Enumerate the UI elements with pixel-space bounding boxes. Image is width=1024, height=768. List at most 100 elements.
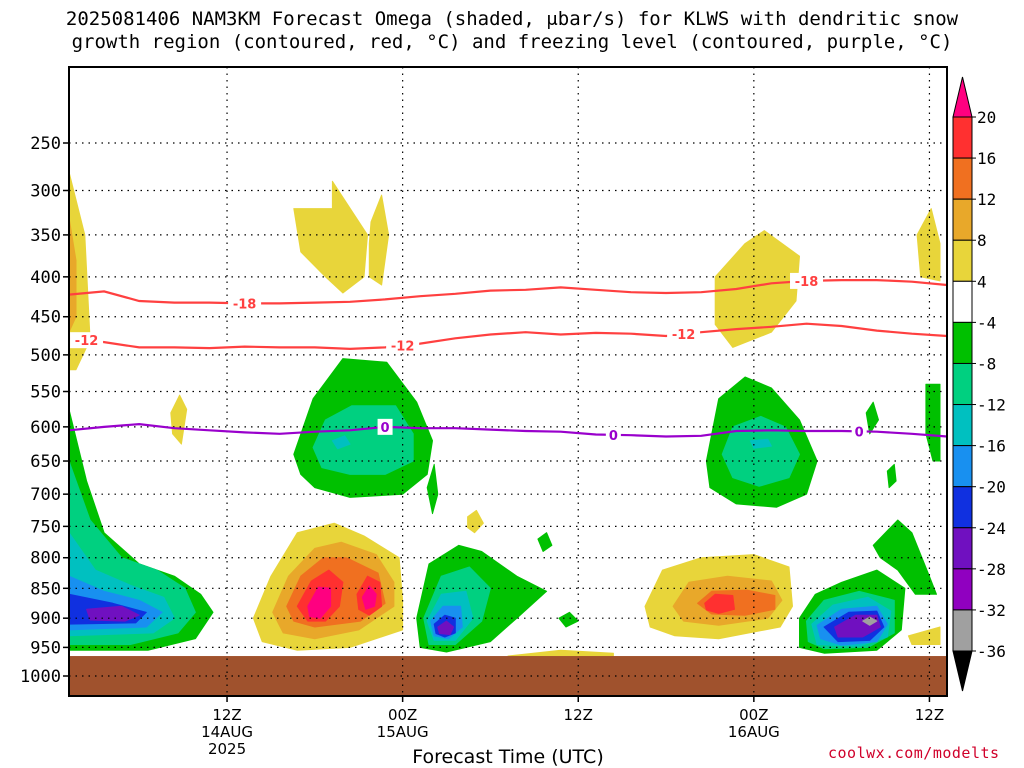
contour-label-bg-1-1 xyxy=(386,337,420,354)
colorbar-label-6: -8 xyxy=(977,354,996,373)
colorbar: 20 16 12 8 4 -4 -8 -12 -16 -20 -24 -28 -32 -36 xyxy=(952,76,1006,692)
omega-region-18 xyxy=(865,401,879,435)
ground-layer xyxy=(69,656,947,696)
colorbar-bottom-arrow xyxy=(952,650,973,692)
colorbar-label-5: -4 xyxy=(977,313,996,332)
y-tick-label-300: 300 xyxy=(30,181,61,201)
omega-region-4 xyxy=(714,230,800,348)
y-tick-label-450: 450 xyxy=(30,308,61,328)
contour-label-bg-1-0 xyxy=(70,332,104,349)
colorbar-box-10 xyxy=(952,527,973,570)
contour-label-bg-2-0 xyxy=(377,418,393,435)
colorbar-label-9: -20 xyxy=(977,478,1006,497)
colorbar-box-5 xyxy=(952,321,973,364)
y-tick-label-600: 600 xyxy=(30,418,61,438)
colorbar-label-10: -24 xyxy=(977,519,1006,538)
x-axis-title-text: Forecast Time (UTC) xyxy=(412,746,604,768)
colorbar-label-0: 20 xyxy=(977,108,996,127)
colorbar-box-7 xyxy=(952,404,973,447)
colorbar-label-12: -32 xyxy=(977,601,1006,620)
colorbar-box-6 xyxy=(952,362,973,406)
colorbar-label-7: -12 xyxy=(977,396,1006,415)
colorbar-box-9 xyxy=(952,486,973,529)
colorbar-label-3: 8 xyxy=(977,231,987,250)
omega-region-33 xyxy=(507,649,614,658)
colorbar-label-8: -16 xyxy=(977,437,1006,456)
y-tick-label-550: 550 xyxy=(30,383,61,403)
colorbar-box-4 xyxy=(952,280,973,323)
grid xyxy=(69,67,947,696)
colorbar-box-2 xyxy=(952,198,973,241)
colorbar-top-arrow xyxy=(952,76,973,118)
y-tick-label-900: 900 xyxy=(30,609,61,629)
omega-region-17 xyxy=(558,611,579,628)
colorbar-label-1: 16 xyxy=(977,149,996,168)
contour-label-1-2: -12 xyxy=(672,328,696,343)
plot-border xyxy=(68,66,948,697)
contour-label-bg-2-1 xyxy=(605,426,621,443)
contours: -18 -18 -12 -12 -12 0 0 0 xyxy=(68,272,948,444)
y-tick-label-850: 850 xyxy=(30,579,61,599)
colorbar-box-0 xyxy=(952,116,973,159)
omega-region-3 xyxy=(368,194,390,286)
x-tick-label-6-1: 14AUG xyxy=(201,723,253,741)
y-tick-label-750: 750 xyxy=(30,517,61,537)
contour-label-2-0: 0 xyxy=(381,421,390,436)
omega-region-52 xyxy=(862,616,878,626)
omega-region-16 xyxy=(537,532,553,552)
x-tick-label-16-0: 00Z xyxy=(388,706,417,724)
contour-label-bg-2-2 xyxy=(851,423,867,440)
omega-region-15 xyxy=(426,463,439,515)
contour-2 xyxy=(68,422,948,438)
contour-1 xyxy=(68,322,948,351)
omega-region-13 xyxy=(721,415,800,487)
x-tick-label-36-1: 16AUG xyxy=(728,723,780,741)
chart-title-line1: 2025081406 NAM3KM Forecast Omega (shaded… xyxy=(65,8,959,30)
contour-label-0-1: -18 xyxy=(795,275,819,290)
omega-region-45 xyxy=(437,620,455,636)
chart-title-line2: growth region (contoured, red, °C) and f… xyxy=(71,31,953,53)
colorbar-box-8 xyxy=(952,445,973,488)
y-tick-label-700: 700 xyxy=(30,485,61,505)
colorbar-box-3 xyxy=(952,239,973,282)
contour-label-2-2: 0 xyxy=(855,425,864,440)
omega-region-34 xyxy=(907,626,941,645)
contour-label-2-1: 0 xyxy=(609,429,618,444)
omega-region-7 xyxy=(467,509,484,534)
ground-fill xyxy=(69,656,947,696)
contour-label-bg-1-2 xyxy=(667,326,701,343)
x-tick-label-46-0: 12Z xyxy=(915,706,944,724)
y-tick-label-500: 500 xyxy=(30,346,61,366)
omega-region-2 xyxy=(293,180,368,294)
contour-label-1-0: -12 xyxy=(75,334,99,349)
contour-label-bg-0-0 xyxy=(228,295,262,312)
y-tick-label-250: 250 xyxy=(30,134,61,154)
colorbar-box-1 xyxy=(952,157,973,200)
colorbar-box-11 xyxy=(952,568,973,611)
x-axis-title: Forecast Time (UTC) xyxy=(0,746,1024,768)
x-tick-label-26-0: 12Z xyxy=(564,706,593,724)
colorbar-label-13: -36 xyxy=(977,642,1006,661)
x-tick-label-6-0: 12Z xyxy=(212,706,241,724)
y-tick-label-650: 650 xyxy=(30,452,61,472)
contour-label-1-1: -12 xyxy=(391,339,415,354)
omega-region-20 xyxy=(925,383,941,462)
colorbar-label-2: 12 xyxy=(977,190,996,209)
y-tick-label-950: 950 xyxy=(30,638,61,658)
x-tick-label-36-0: 00Z xyxy=(739,706,768,724)
x-tick-label-6-2: 2025 xyxy=(208,740,246,758)
y-tick-label-800: 800 xyxy=(30,549,61,569)
omega-region-19 xyxy=(886,463,897,489)
omega-region-21 xyxy=(872,519,937,595)
omega-shading xyxy=(68,171,941,658)
y-tick-label-350: 350 xyxy=(30,226,61,246)
x-tick-label-16-1: 15AUG xyxy=(377,723,429,741)
y-tick-label-1000: 1000 xyxy=(20,667,61,687)
credit-text: coolwx.com/modelts xyxy=(828,744,1000,762)
plot-frame xyxy=(68,66,948,697)
y-tick-label-400: 400 xyxy=(30,268,61,288)
axes: 250 300 350 400 450 500 550 600 650 700 750 800 850 9… xyxy=(20,134,944,758)
omega-region-6 xyxy=(170,394,188,445)
contour-label-0-0: -18 xyxy=(233,297,257,312)
